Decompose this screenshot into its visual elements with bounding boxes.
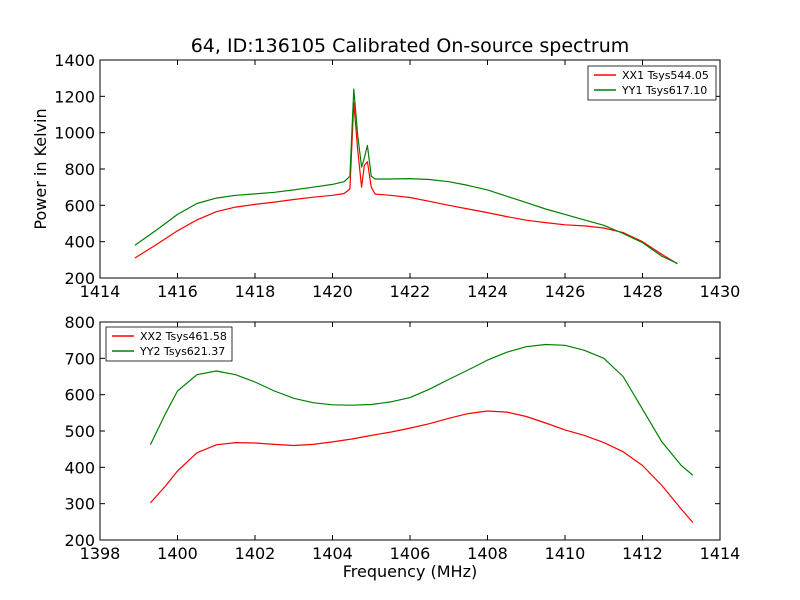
bottom-x-tick-label: 1414 [700,544,741,563]
top-x-tick-label: 1426 [545,282,586,301]
bottom-y-tick-label: 700 [64,349,95,368]
top-legend-label-2: YY1 Tsys617.10 [621,84,707,97]
chart-title: 64, ID:136105 Calibrated On-source spect… [191,35,630,57]
bottom-x-tick-label: 1402 [235,544,276,563]
top-plot: 1414 1416 1418 1420 1422 1424 1426 1428 1430 200 4… [54,51,740,301]
bottom-x-tick-label: 1404 [312,544,353,563]
top-x-tick-label: 1422 [390,282,431,301]
bottom-y-tick-label: 400 [64,458,95,477]
bottom-plot: 1398 1400 1402 1404 1406 1408 1410 1412 1414 200 3… [64,313,740,563]
top-y-tick-label: 600 [64,196,95,215]
top-y-tick-label: 800 [64,160,95,179]
bottom-x-tick-label: 1406 [390,544,431,563]
top-y-tick-label: 1200 [54,87,95,106]
top-y-tick-label: 400 [64,233,95,252]
top-x-tick-label: 1416 [157,282,198,301]
bottom-x-tick-label: 1412 [622,544,663,563]
top-series-line-1 [134,102,678,265]
top-x-tick-label: 1430 [700,282,741,301]
bottom-x-tick-label: 1408 [467,544,508,563]
top-y-axis-label: Power in Kelvin [31,108,50,229]
top-x-tick-label: 1418 [235,282,276,301]
bottom-x-tick-label: 1398 [80,544,121,563]
top-legend-label-1: XX1 Tsys544.05 [622,69,709,82]
bottom-y-tick-label: 600 [64,386,95,405]
bottom-y-tick-label: 300 [64,495,95,514]
bottom-legend-box [105,326,233,362]
bottom-series-line-1 [149,410,694,523]
top-y-tick-label: 1400 [54,51,95,70]
bottom-y-tick-label: 500 [64,422,95,441]
bottom-y-tick-label: 200 [64,531,95,550]
top-x-tick-label: 1428 [622,282,663,301]
top-legend-box [587,65,717,101]
top-y-tick-label: 200 [64,269,95,288]
top-y-tick-label: 1000 [54,124,95,143]
top-series-line-2 [134,88,678,265]
bottom-x-tick-label: 1410 [545,544,586,563]
top-x-tick-label: 1420 [312,282,353,301]
top-x-tick-label: 1414 [80,282,121,301]
top-x-tick-label: 1424 [467,282,508,301]
bottom-y-tick-label: 800 [64,313,95,332]
bottom-x-axis-label: Frequency (MHz) [343,562,477,581]
bottom-series-line-2 [149,343,694,476]
bottom-legend-label-1: XX2 Tsys461.58 [140,330,227,343]
bottom-x-tick-label: 1400 [157,544,198,563]
bottom-legend-label-2: YY2 Tsys621.37 [139,345,225,358]
